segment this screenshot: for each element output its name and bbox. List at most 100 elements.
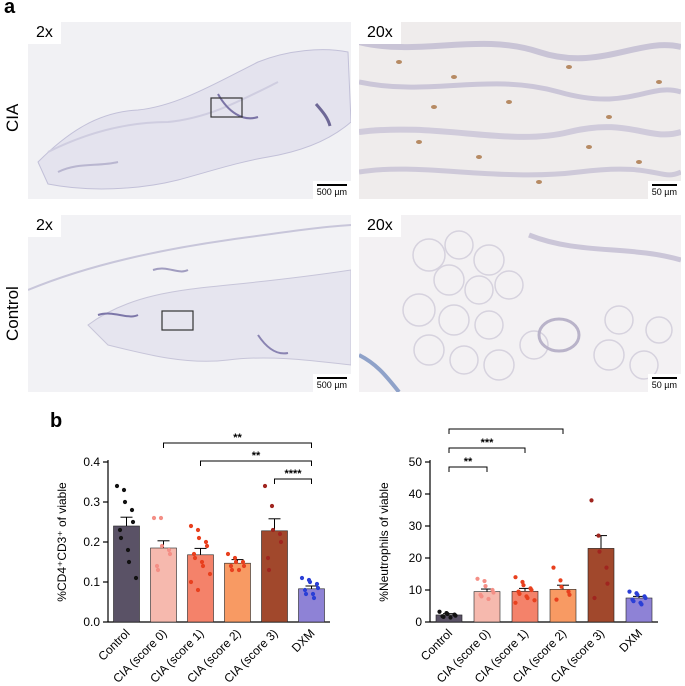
y-axis-title: %Neutrophils of viable [377, 482, 391, 602]
bar [187, 554, 214, 623]
data-point [266, 567, 272, 573]
row-label-cia: CIA [3, 103, 22, 132]
panel-b-letter: b [50, 410, 63, 432]
data-point [133, 575, 139, 581]
control-20x-scale-text: 50 µm [651, 380, 677, 390]
data-point [114, 483, 120, 489]
data-point [604, 565, 609, 570]
control-2x-tissue-image [28, 224, 351, 366]
data-point [639, 602, 644, 607]
data-point [596, 533, 601, 538]
control-2x-scalebar: 500 µm [312, 374, 351, 392]
significance-label: **** [284, 468, 302, 480]
data-point [567, 592, 572, 597]
data-point [303, 591, 309, 597]
data-point [441, 614, 446, 619]
data-point [166, 547, 172, 553]
significance-bracket [448, 466, 488, 472]
data-point [167, 551, 173, 557]
x-tick-label: DXM [289, 626, 318, 655]
data-point [225, 551, 231, 557]
data-point [229, 567, 235, 573]
data-point [203, 539, 209, 545]
significance-label: ** [233, 432, 242, 444]
data-point [554, 597, 559, 602]
data-point [592, 595, 597, 601]
data-point [513, 600, 518, 605]
significance-label: ** [464, 456, 473, 468]
data-point [513, 575, 518, 580]
data-point [559, 584, 564, 589]
y-tick-label: 50 [409, 455, 423, 469]
significance-bracket [448, 447, 526, 453]
data-point [192, 555, 198, 561]
y-tick-label: 20 [409, 551, 423, 565]
bar [261, 530, 288, 623]
neutrophils-bar-chart: 0 10 20 30 40 50 %Neutrophils of viable Control… [377, 425, 658, 686]
data-point [521, 583, 526, 588]
y-tick-label: 40 [409, 487, 423, 501]
y-tick-label: 0.0 [83, 615, 100, 629]
cia-20x-scalebar: 50 µm [647, 181, 681, 199]
data-point [311, 595, 317, 601]
data-point [299, 575, 305, 581]
bar [473, 591, 501, 623]
data-point [532, 598, 537, 603]
data-point [232, 555, 238, 561]
control-20x-micrograph: 20x 50 µm [359, 215, 681, 392]
control-20x-tissue-image [359, 230, 681, 392]
data-point [643, 595, 648, 601]
data-point [605, 581, 610, 586]
data-point [151, 515, 157, 521]
data-point [635, 592, 640, 597]
cd4-cd3-bar-chart: 0.00.10.20.30.4%CD4⁺CD3⁺ of viableContro… [55, 432, 330, 686]
y-tick-label: 0.1 [83, 575, 100, 589]
data-point [195, 527, 201, 533]
data-point [191, 551, 197, 557]
bar [224, 562, 251, 623]
data-point [566, 589, 571, 594]
data-point [491, 590, 496, 595]
data-point [121, 487, 127, 493]
control-2x-mag-label: 2x [28, 215, 61, 237]
y-tick-label: 0.3 [83, 495, 100, 509]
data-point [207, 571, 213, 577]
cia-2x-tissue-image [37, 49, 351, 190]
y-tick-label: 0.4 [83, 455, 100, 469]
data-point [154, 563, 160, 569]
y-tick-label: 0 [415, 615, 422, 629]
data-point [262, 483, 268, 489]
data-point [483, 584, 488, 589]
data-point [236, 567, 242, 573]
data-point [265, 555, 271, 561]
significance-label: *** [481, 437, 495, 449]
cia-2x-micrograph: 2x 500 µm [28, 22, 351, 199]
data-point [240, 559, 246, 565]
data-point [551, 565, 556, 570]
cia-20x-tissue-image [359, 39, 681, 184]
data-point [126, 559, 132, 565]
data-point [475, 576, 480, 581]
data-point [204, 543, 210, 549]
data-point [122, 499, 128, 505]
panel-a-letter: a [4, 0, 16, 18]
data-point [453, 613, 458, 618]
data-point [277, 531, 283, 537]
data-point [448, 615, 453, 620]
data-point [558, 578, 563, 583]
data-point [130, 519, 136, 525]
data-point [520, 579, 525, 585]
control-20x-scalebar: 50 µm [647, 374, 681, 392]
cia-20x-scale-text: 50 µm [651, 187, 677, 197]
data-point [159, 543, 165, 549]
data-point [188, 523, 194, 529]
data-point [195, 587, 201, 593]
data-point [482, 578, 487, 584]
cia-20x-micrograph: 20x 50 µm [359, 22, 681, 199]
x-tick-label: DXM [616, 626, 645, 655]
significance-bracket [274, 478, 312, 484]
data-point [269, 503, 275, 509]
control-20x-mag-label: 20x [359, 215, 401, 237]
data-point [517, 591, 522, 596]
data-point [486, 596, 491, 602]
